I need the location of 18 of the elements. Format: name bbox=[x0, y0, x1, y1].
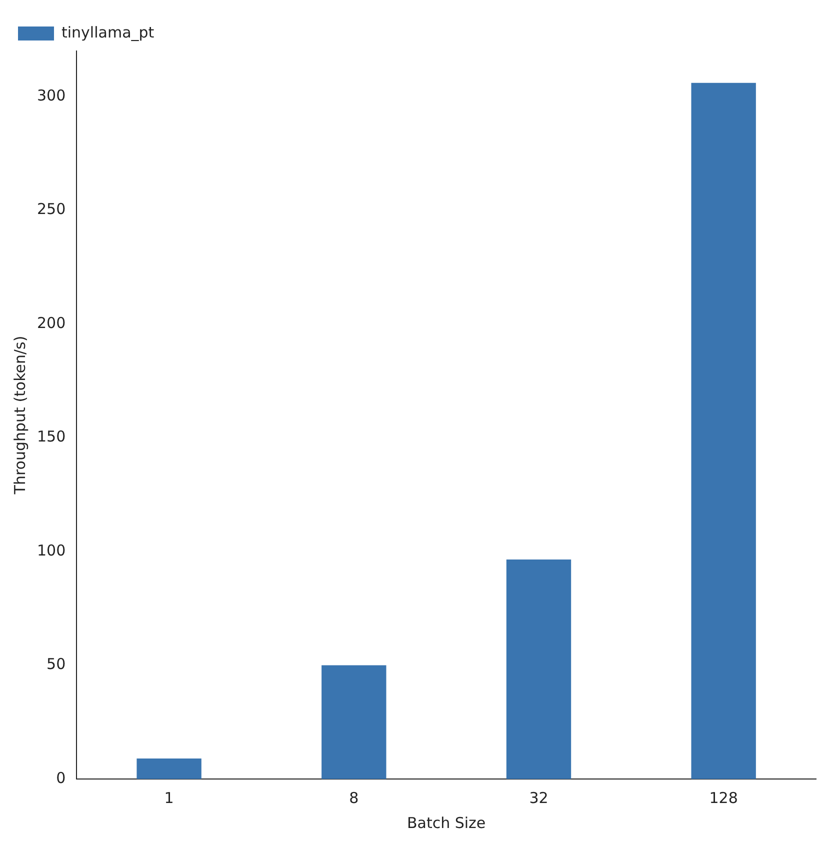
y-tick-label: 0 bbox=[56, 768, 66, 787]
x-tick-label: 32 bbox=[529, 788, 548, 807]
y-axis-title: Throughput (token/s) bbox=[10, 336, 29, 496]
y-tick-label: 250 bbox=[36, 200, 66, 218]
bar bbox=[322, 665, 386, 779]
y-tick-label: 300 bbox=[36, 86, 66, 104]
bar bbox=[506, 559, 572, 779]
y-tick-label: 200 bbox=[36, 314, 66, 332]
x-tick-label: 128 bbox=[709, 788, 738, 807]
x-tick-label: 1 bbox=[164, 788, 174, 807]
y-tick-label: 150 bbox=[36, 428, 66, 446]
bar bbox=[136, 758, 202, 779]
y-tick-label: 50 bbox=[46, 655, 66, 674]
x-tick-label: 8 bbox=[349, 788, 359, 807]
legend-label: tinyllama_pt bbox=[62, 23, 154, 42]
y-tick-label: 100 bbox=[36, 541, 66, 560]
bar bbox=[691, 82, 756, 779]
x-axis-title: Batch Size bbox=[406, 814, 486, 832]
